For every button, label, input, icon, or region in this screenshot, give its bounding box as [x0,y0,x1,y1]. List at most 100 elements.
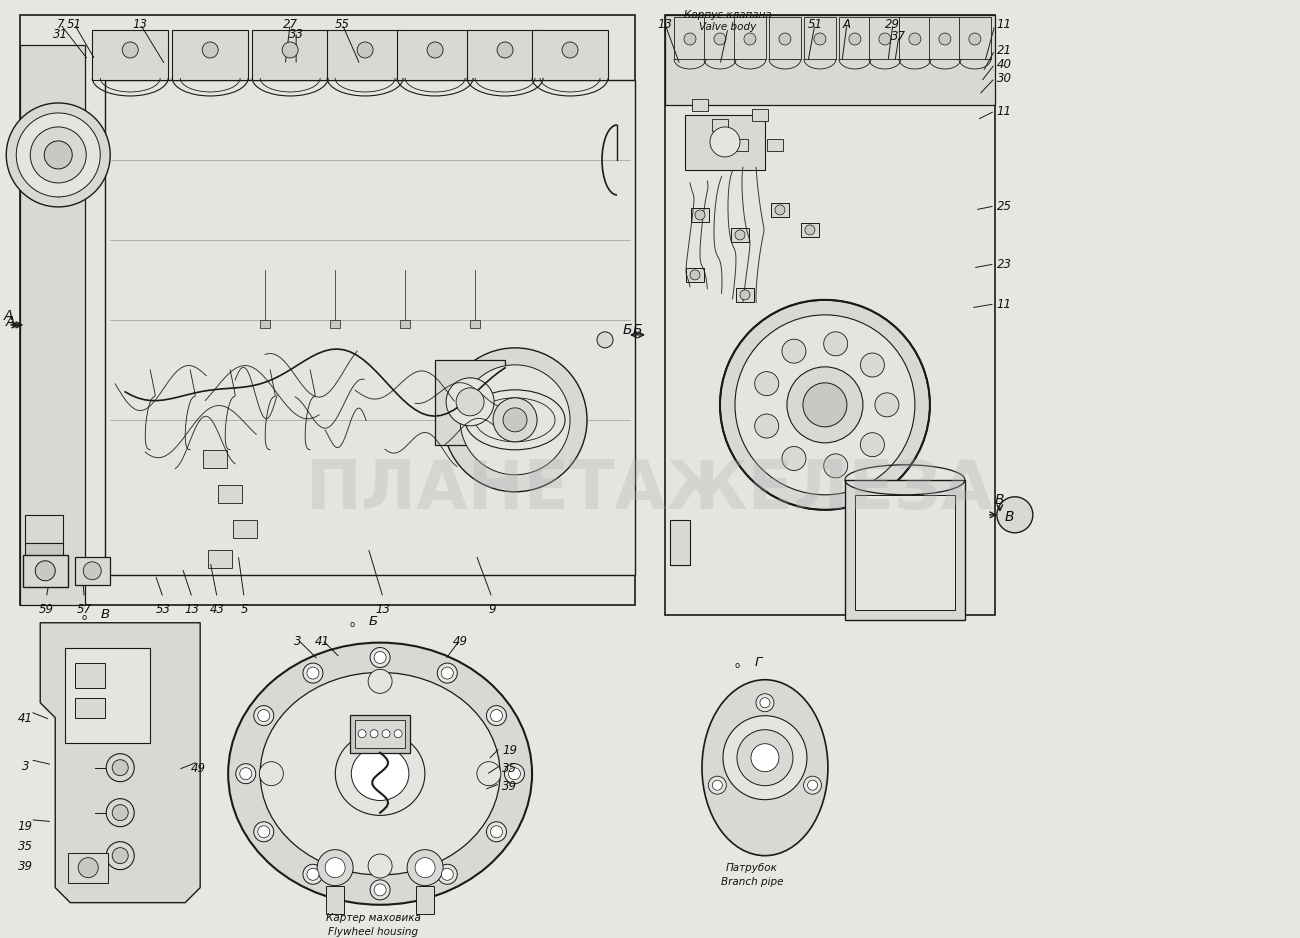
Circle shape [690,270,699,280]
Circle shape [257,710,270,721]
Circle shape [720,300,930,509]
Circle shape [428,42,443,58]
Circle shape [282,42,298,58]
Bar [328,30,403,80]
Bar [260,320,270,328]
Text: Б: Б [368,615,378,628]
Circle shape [775,204,785,215]
Text: 11: 11 [997,105,1011,118]
Text: B: B [1005,509,1014,523]
Bar [898,17,931,59]
Circle shape [814,33,826,45]
Circle shape [78,857,99,878]
Text: 13: 13 [376,603,390,615]
Circle shape [503,408,526,431]
Circle shape [734,230,745,240]
Bar [670,520,690,565]
Text: 53: 53 [156,603,170,615]
Circle shape [83,562,101,580]
Circle shape [437,663,458,683]
Circle shape [486,705,507,726]
Circle shape [755,414,779,438]
Bar [68,853,108,883]
Bar [959,17,991,59]
Bar [21,15,634,605]
Circle shape [107,798,134,826]
Circle shape [597,332,614,348]
Text: 51: 51 [807,18,823,31]
Text: 35: 35 [18,840,32,853]
Circle shape [508,767,520,779]
Circle shape [254,822,274,841]
Text: Flywheel housing: Flywheel housing [328,927,419,937]
Bar [692,208,708,222]
Circle shape [805,225,815,234]
Circle shape [358,730,367,737]
Circle shape [407,850,443,885]
Circle shape [803,383,846,427]
Text: A: A [4,309,13,323]
Circle shape [781,340,806,363]
Circle shape [122,42,138,58]
Text: 30: 30 [997,72,1011,85]
Text: 33: 33 [289,28,304,41]
Circle shape [497,42,514,58]
Bar [731,228,749,242]
Circle shape [740,290,750,300]
Bar [400,320,410,328]
Text: 41: 41 [315,635,330,648]
Text: 13: 13 [185,603,200,615]
Text: 13: 13 [133,18,148,31]
Circle shape [317,850,354,885]
Circle shape [879,33,891,45]
Text: ПЛАНЕТАЖЕЛЕЗА: ПЛАНЕТАЖЕЛЕЗА [306,457,994,522]
Bar [436,360,506,445]
Text: 11: 11 [997,18,1011,31]
Bar [801,223,819,237]
Text: 5: 5 [240,603,248,615]
Text: 21: 21 [997,44,1011,57]
Circle shape [824,332,848,356]
Bar [172,30,248,80]
Circle shape [723,716,807,800]
Bar [855,495,956,610]
Polygon shape [40,623,200,902]
Circle shape [358,42,373,58]
Circle shape [755,371,779,396]
Circle shape [437,864,458,885]
Circle shape [235,764,256,783]
Circle shape [997,497,1032,533]
Bar [203,450,228,468]
Circle shape [786,367,863,443]
Bar [75,557,110,584]
Circle shape [203,42,218,58]
Text: A: A [5,315,14,329]
Circle shape [303,663,322,683]
Bar [396,30,473,80]
Circle shape [486,822,507,841]
Bar [65,648,151,743]
Circle shape [307,667,318,679]
Bar [770,17,801,59]
Text: 3: 3 [294,635,302,648]
Circle shape [374,652,386,663]
Circle shape [712,780,723,790]
Text: 7: 7 [56,18,64,31]
Bar [233,520,257,537]
Text: 27: 27 [282,18,298,31]
Text: 19: 19 [18,820,32,833]
Circle shape [875,393,898,416]
Circle shape [112,805,129,821]
Text: Б: Б [623,323,632,337]
Bar [25,515,64,543]
Bar [75,663,105,688]
Bar [23,554,68,587]
Bar [208,550,233,567]
Circle shape [757,694,773,712]
Circle shape [849,33,861,45]
Text: 41: 41 [18,712,32,725]
Text: 25: 25 [997,200,1011,213]
Circle shape [6,103,110,207]
Circle shape [684,33,696,45]
Circle shape [807,780,818,790]
